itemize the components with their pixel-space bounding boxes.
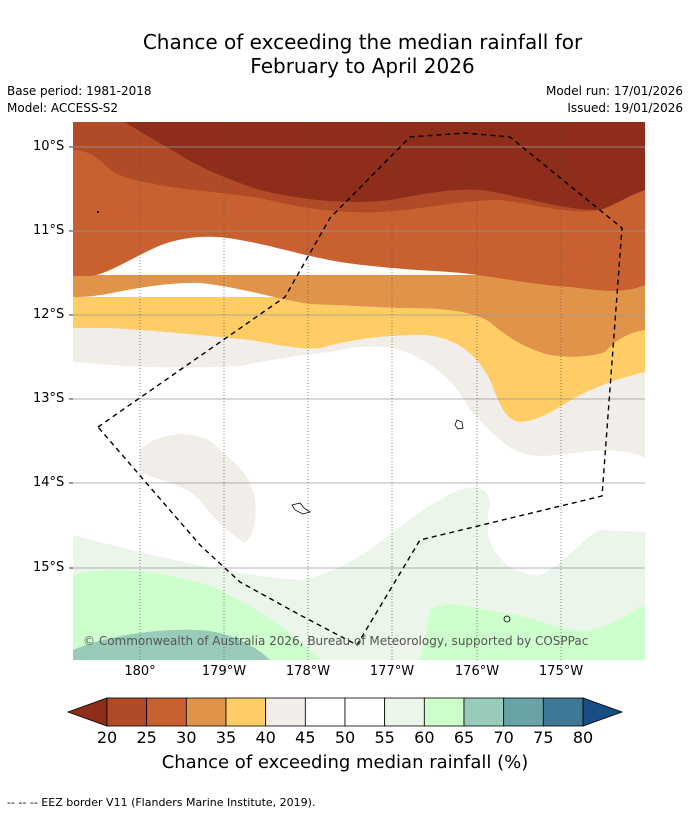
colorbar-swatch	[542, 697, 584, 727]
band-green-right	[420, 604, 645, 660]
issued-date: Issued: 19/01/2026	[567, 101, 683, 115]
colorbar-swatch	[463, 697, 505, 727]
colorbar-swatch	[146, 697, 187, 727]
colorbar-extend-high	[582, 697, 624, 727]
island-shape	[454, 419, 464, 430]
lat-label: 11°S	[33, 223, 65, 238]
colorbar-tick-label: 30	[176, 728, 197, 747]
colorbar-swatch	[503, 697, 544, 727]
colorbar-swatch	[304, 697, 346, 727]
colorbar-tick-label: 50	[334, 728, 356, 747]
lon-label: 177°W	[369, 664, 415, 679]
colorbar-tick-label: 20	[96, 728, 118, 747]
colorbar-swatch	[265, 697, 306, 727]
colorbar-tick-label: 70	[493, 728, 514, 747]
colorbar-tick-label: 35	[215, 728, 237, 747]
map-title: Chance of exceeding the median rainfall …	[0, 30, 690, 78]
colorbar-swatch	[225, 697, 267, 727]
lon-label: 175°W	[538, 664, 584, 679]
base-period: Base period: 1981-2018	[7, 84, 152, 98]
band-light-orange	[73, 275, 645, 357]
lat-label: 14°S	[33, 475, 65, 490]
title-line-2: February to April 2026	[250, 54, 475, 78]
colorbar-swatch	[106, 697, 148, 727]
lat-gridlines	[73, 146, 645, 569]
axis-ticks	[69, 146, 73, 569]
lon-label: 180°	[124, 664, 156, 679]
colorbar-tick-label: 60	[414, 728, 435, 747]
meta-right: Model run: 17/01/2026 Issued: 19/01/2026	[546, 83, 683, 117]
colorbar-tick-label: 65	[453, 728, 475, 747]
colorbar-tick-label: 75	[533, 728, 554, 747]
island-dot	[97, 211, 99, 213]
colorbar-swatch	[185, 697, 227, 727]
model-run: Model run: 17/01/2026	[545, 84, 683, 98]
rainfall-map	[73, 122, 645, 660]
eez-border	[96, 132, 623, 646]
model-name: Model: ACCESS-S2	[7, 101, 119, 115]
colorbar-swatch	[384, 697, 425, 727]
island-shape-3	[503, 615, 511, 623]
lon-label: 176°W	[454, 664, 500, 679]
colorbar-tick-label: 55	[374, 728, 395, 747]
island-shape-2	[291, 502, 311, 515]
colorbar-label: Chance of exceeding median rainfall (%)	[161, 752, 529, 773]
lat-label: 12°S	[33, 307, 65, 322]
meta-left: Base period: 1981-2018 Model: ACCESS-S2	[7, 83, 152, 117]
copyright-text: © Commonwealth of Australia 2026, Bureau…	[83, 634, 589, 648]
title-line-1: Chance of exceeding the median rainfall …	[142, 30, 583, 54]
lat-label: 15°S	[33, 560, 65, 575]
colorbar-tick-label: 80	[572, 728, 594, 747]
lat-label: 13°S	[33, 391, 65, 406]
colorbar-tick-label: 45	[295, 728, 316, 747]
colorbar	[66, 697, 624, 727]
lon-label: 179°W	[201, 664, 247, 679]
eez-legend-footer: -- -- -- EEZ border V11 (Flanders Marine…	[7, 796, 316, 809]
colorbar-swatch	[423, 697, 465, 727]
band-teal	[73, 629, 270, 660]
lat-label: 10°S	[33, 139, 65, 154]
band-darkest	[125, 122, 645, 210]
colorbar-extend-low	[66, 697, 108, 727]
colorbar-swatch	[344, 697, 386, 727]
lon-label: 178°W	[285, 664, 331, 679]
colorbar-tick-label: 25	[136, 728, 157, 747]
band-cream-patch	[140, 434, 256, 543]
colorbar-tick-label: 40	[255, 728, 276, 747]
